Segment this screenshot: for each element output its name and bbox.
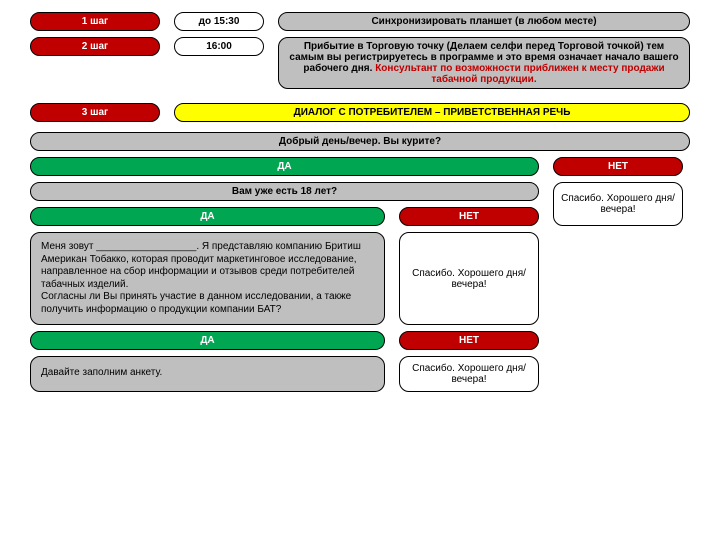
spacer-2 <box>553 331 683 350</box>
step-2-desc-red: Консультант по возможности приближен к м… <box>375 63 664 85</box>
step-1-desc: Синхронизировать планшет (в любом месте) <box>278 12 690 31</box>
spacer-3 <box>553 356 683 392</box>
intro-answers: ДА НЕТ <box>30 331 690 350</box>
question-1: Добрый день/вечер. Вы курите? <box>30 132 690 151</box>
intro-no[interactable]: НЕТ <box>399 331 539 350</box>
intro-yes[interactable]: ДА <box>30 331 385 350</box>
step-2-time: 16:00 <box>174 37 264 56</box>
q1-no-response: Спасибо. Хорошего дня/вечера! <box>553 182 683 226</box>
question-2: Вам уже есть 18 лет? <box>30 182 539 201</box>
step-3-label: 3 шаг <box>30 103 160 122</box>
q2-answers: ДА НЕТ <box>30 207 539 226</box>
intro-text: Меня зовут __________________. Я предста… <box>30 232 385 325</box>
step-2-row: 2 шаг 16:00 Прибытие в Торговую точку (Д… <box>30 37 690 89</box>
step-1-row: 1 шаг до 15:30 Синхронизировать планшет … <box>30 12 690 31</box>
step-2-label: 2 шаг <box>30 37 160 56</box>
dialog-flow: Добрый день/вечер. Вы курите? ДА НЕТ Вам… <box>30 132 690 392</box>
step-1-label: 1 шаг <box>30 12 160 31</box>
q2-left-block: Вам уже есть 18 лет? ДА НЕТ <box>30 182 539 226</box>
intro-row: Меня зовут __________________. Я предста… <box>30 232 690 325</box>
step-2-desc: Прибытие в Торговую точку (Делаем селфи … <box>278 37 690 89</box>
q1-yes[interactable]: ДА <box>30 157 539 176</box>
q2-row: Вам уже есть 18 лет? ДА НЕТ Спасибо. Хор… <box>30 182 690 226</box>
q2-no-response: Спасибо. Хорошего дня/вечера! <box>399 232 539 325</box>
q1-answers: ДА НЕТ <box>30 157 690 176</box>
q2-yes[interactable]: ДА <box>30 207 385 226</box>
intro-no-response: Спасибо. Хорошего дня/вечера! <box>399 356 539 392</box>
step-1-time: до 15:30 <box>174 12 264 31</box>
q2-no[interactable]: НЕТ <box>399 207 539 226</box>
step-3-desc: ДИАЛОГ С ПОТРЕБИТЕЛЕМ – ПРИВЕТСТВЕННАЯ Р… <box>174 103 690 122</box>
spacer-1 <box>553 232 683 325</box>
step-3-row: 3 шаг ДИАЛОГ С ПОТРЕБИТЕЛЕМ – ПРИВЕТСТВЕ… <box>30 103 690 122</box>
final-row: Давайте заполним анкету. Спасибо. Хороше… <box>30 356 690 392</box>
final-text: Давайте заполним анкету. <box>30 356 385 392</box>
q1-no[interactable]: НЕТ <box>553 157 683 176</box>
